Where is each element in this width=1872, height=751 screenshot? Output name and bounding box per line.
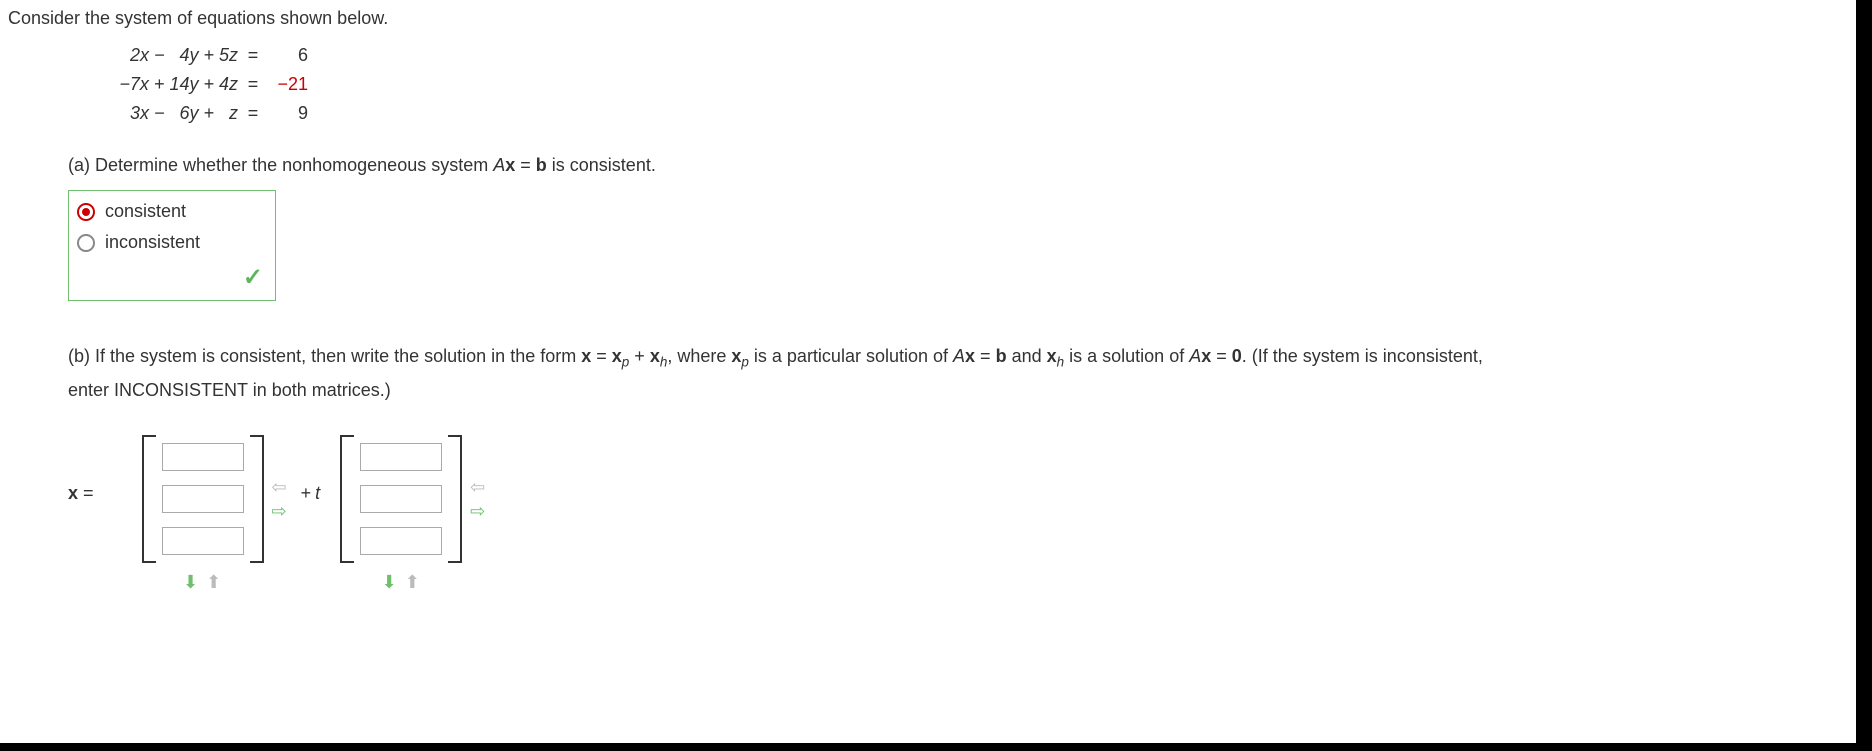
radio-option-consistent[interactable]: consistent [77, 201, 267, 222]
equation-row: −7x + 14y + 4z = −21 [78, 70, 1856, 99]
radio-group-consistency: consistent inconsistent ✓ [68, 190, 276, 301]
plus-t-label: +t [301, 483, 321, 504]
equation-row: 2x − 4y + 5z = 6 [78, 41, 1856, 70]
bracket-left-icon [340, 435, 354, 563]
matrix-xp: ⇦ ⇨ ⬇ ⬆ [142, 435, 287, 591]
remove-row-icon[interactable]: ⬆ [405, 573, 420, 591]
radio-circle-icon [77, 234, 95, 252]
equation-system: 2x − 4y + 5z = 6 −7x + 14y + 4z = −21 3x… [78, 41, 1856, 127]
matrix-xp-cell-2[interactable] [162, 485, 244, 513]
equation-row: 3x − 6y + z = 9 [78, 99, 1856, 128]
matrix-xp-cell-3[interactable] [162, 527, 244, 555]
matrix-xp-cell-1[interactable] [162, 443, 244, 471]
add-column-icon[interactable]: ⇨ [470, 502, 485, 520]
bracket-left-icon [142, 435, 156, 563]
remove-column-icon[interactable]: ⇦ [470, 478, 485, 496]
checkmark-icon: ✓ [243, 263, 263, 292]
part-b-label: (b) If the system is consistent, then wr… [68, 341, 1526, 405]
radio-option-inconsistent[interactable]: inconsistent [77, 232, 267, 253]
x-equals-label: x = [68, 483, 94, 504]
eq-eq: = [238, 70, 268, 99]
matrix-xh-cell-3[interactable] [360, 527, 442, 555]
matrix-xh-cell-2[interactable] [360, 485, 442, 513]
remove-row-icon[interactable]: ⬆ [206, 573, 221, 591]
prompt-text: Consider the system of equations shown b… [8, 8, 1856, 29]
eq-eq: = [238, 41, 268, 70]
eq-rhs: 9 [268, 99, 308, 128]
eq-rhs: −21 [268, 70, 308, 99]
add-row-icon[interactable]: ⬇ [382, 573, 397, 591]
eq-eq: = [238, 99, 268, 128]
radio-label: inconsistent [105, 232, 200, 253]
eq-lhs: −7x + 14y + 4z [78, 70, 238, 99]
add-column-icon[interactable]: ⇨ [272, 502, 287, 520]
remove-column-icon[interactable]: ⇦ [272, 478, 287, 496]
radio-label: consistent [105, 201, 186, 222]
part-a-label: (a) Determine whether the nonhomogeneous… [68, 151, 1856, 180]
eq-lhs: 2x − 4y + 5z [78, 41, 238, 70]
radio-circle-icon [77, 203, 95, 221]
answer-area: x = ⇦ ⇨ ⬇ ⬆ +t [68, 435, 1856, 591]
bracket-right-icon [250, 435, 264, 563]
matrix-xh-cell-1[interactable] [360, 443, 442, 471]
add-row-icon[interactable]: ⬇ [183, 573, 198, 591]
bracket-right-icon [448, 435, 462, 563]
eq-lhs: 3x − 6y + z [78, 99, 238, 128]
eq-rhs: 6 [268, 41, 308, 70]
matrix-xh: ⇦ ⇨ ⬇ ⬆ [340, 435, 485, 591]
